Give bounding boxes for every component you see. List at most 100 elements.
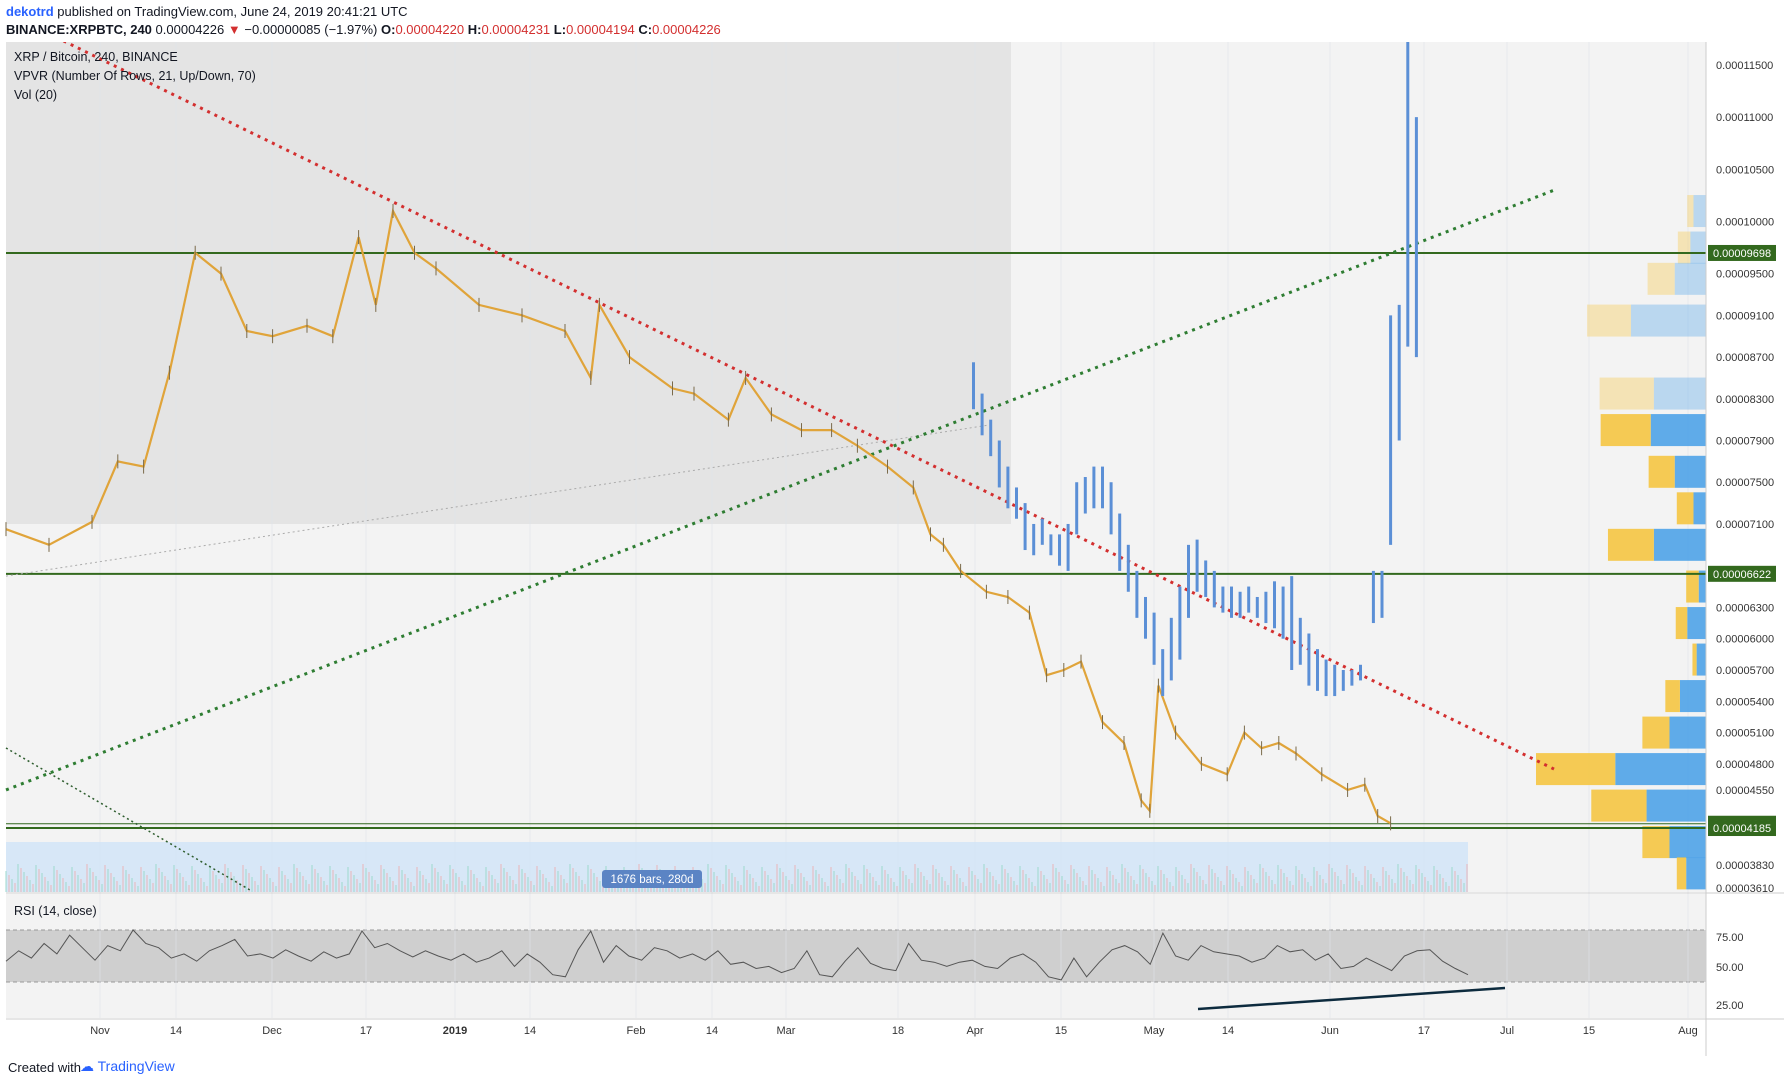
vpvr-down-bar xyxy=(1676,492,1694,525)
rsi-legend[interactable]: RSI (14, close) xyxy=(14,904,97,918)
vpvr-up-bar xyxy=(1687,607,1706,640)
vpvr-up-bar xyxy=(1686,857,1706,890)
price-tick-label: 0.00008700 xyxy=(1716,352,1774,364)
bars-count-text: 1676 bars, 280d xyxy=(610,874,693,886)
price-tick-label: 0.00004550 xyxy=(1716,785,1774,797)
vpvr-down-bar xyxy=(1536,753,1616,786)
vpvr-down-bar xyxy=(1692,643,1697,676)
vpvr-up-bar xyxy=(1669,716,1706,749)
time-tick-label: Feb xyxy=(627,1025,646,1037)
footer: Created with ☁ TradingView xyxy=(0,1056,1784,1081)
open-value: 0.00004220 xyxy=(395,22,465,37)
rsi-tick-label: 50.00 xyxy=(1716,962,1744,974)
time-tick-label: May xyxy=(1144,1025,1165,1037)
price-tick-label: 0.00008300 xyxy=(1716,394,1774,406)
time-tick-label: Jun xyxy=(1321,1025,1339,1037)
vpvr-up-bar xyxy=(1653,377,1706,410)
vpvr-down-bar xyxy=(1642,716,1670,749)
low-value: 0.00004194 xyxy=(566,22,635,37)
vpvr-down-bar xyxy=(1648,455,1675,488)
price-tick-label: 0.00006000 xyxy=(1716,634,1774,646)
vpvr-up-bar xyxy=(1690,231,1706,264)
price-label-box xyxy=(1708,244,1776,261)
vpvr-legend[interactable]: VPVR (Number Of Rows, 21, Up/Down, 70) xyxy=(14,69,256,83)
time-tick-label: Apr xyxy=(966,1025,983,1037)
vpvr-up-bar xyxy=(1698,570,1706,603)
price-tick-label: 0.00005700 xyxy=(1716,665,1774,677)
time-tick-label: 14 xyxy=(524,1025,536,1037)
price-label-text: 0.00009698 xyxy=(1713,248,1771,260)
published-text: published on TradingView.com, June 24, 2… xyxy=(57,4,408,19)
time-tick-label: Aug xyxy=(1678,1025,1698,1037)
low-label: L: xyxy=(553,22,567,37)
time-tick-label: 17 xyxy=(360,1025,372,1037)
close-label: C: xyxy=(638,22,653,37)
price-label-text: 0.00006622 xyxy=(1713,569,1771,581)
grey-trendline xyxy=(5,424,991,577)
time-tick-label: Mar xyxy=(777,1025,796,1037)
vpvr-down-bar xyxy=(1676,857,1687,890)
vpvr-down-bar xyxy=(1687,195,1694,228)
price-tick-label: 0.00009100 xyxy=(1716,310,1774,322)
time-tick-label: 18 xyxy=(892,1025,904,1037)
time-tick-label: Jul xyxy=(1500,1025,1514,1037)
price-tick-label: 0.00011500 xyxy=(1716,60,1773,72)
open-label: O: xyxy=(380,22,396,37)
high-value: 0.00004231 xyxy=(481,22,551,37)
vpvr-up-bar xyxy=(1669,826,1706,859)
chart-header: dekotrd published on TradingView.com, Ju… xyxy=(0,0,1784,42)
vpvr-down-bar xyxy=(1599,377,1654,410)
price-tick-label: 0.00011000 xyxy=(1716,112,1773,124)
vpvr-down-bar xyxy=(1665,680,1680,713)
vpvr-up-bar xyxy=(1696,643,1706,676)
time-tick-label: Dec xyxy=(262,1025,282,1037)
time-tick-label: 14 xyxy=(1222,1025,1234,1037)
price-tick-label: 0.00005400 xyxy=(1716,696,1774,708)
vol-legend[interactable]: Vol (20) xyxy=(14,88,58,102)
price-tick-label: 0.00007100 xyxy=(1716,519,1774,531)
ohlc-line: BINANCE:XRPBTC, 240 0.00004226 ▼ −0.0000… xyxy=(6,22,721,37)
vpvr-down-bar xyxy=(1686,570,1699,603)
vpvr-up-bar xyxy=(1693,492,1706,525)
vpvr-up-bar xyxy=(1646,789,1706,822)
price-tick-label: 0.00003830 xyxy=(1716,860,1774,872)
rsi-tick-label: 75.00 xyxy=(1716,932,1744,944)
vpvr-up-bar xyxy=(1653,528,1706,561)
volume-profile-band xyxy=(6,842,1468,892)
price-tick-label: 0.00010000 xyxy=(1716,216,1774,228)
vpvr-up-bar xyxy=(1679,680,1706,713)
rsi-tick-label: 25.00 xyxy=(1716,1000,1744,1012)
tradingview-logo[interactable]: ☁ TradingView xyxy=(80,1058,175,1074)
author-link[interactable]: dekotrd xyxy=(6,4,54,19)
rsi-line xyxy=(5,929,1469,981)
vpvr-up-bar xyxy=(1650,414,1706,447)
close-value: 0.00004226 xyxy=(652,22,721,37)
time-tick-label: 14 xyxy=(170,1025,182,1037)
rsi-support-line xyxy=(1197,986,1506,1011)
symbol-legend[interactable]: XRP / Bitcoin, 240, BINANCE xyxy=(14,50,178,64)
price-tick-label: 0.00004800 xyxy=(1716,759,1774,771)
vpvr-down-bar xyxy=(1607,528,1654,561)
rsi-band-bg xyxy=(6,930,1706,982)
time-tick-label: Nov xyxy=(90,1025,110,1037)
time-tick-label: 15 xyxy=(1055,1025,1067,1037)
time-tick-label: 14 xyxy=(706,1025,718,1037)
change-text: −0.00000085 (−1.97%) xyxy=(244,22,378,37)
bars-count-badge xyxy=(602,870,702,888)
price-tick-label: 0.00006300 xyxy=(1716,602,1774,614)
vpvr-up-bar xyxy=(1615,753,1706,786)
dark-trendline xyxy=(5,747,251,891)
price-tick-label: 0.00003610 xyxy=(1716,883,1774,895)
price-tick-label: 0.00007900 xyxy=(1716,436,1774,448)
vpvr-down-bar xyxy=(1677,231,1691,264)
vpvr-up-bar xyxy=(1630,304,1706,337)
vpvr-down-bar xyxy=(1647,262,1675,295)
publish-info: dekotrd published on TradingView.com, Ju… xyxy=(6,4,408,19)
vpvr-down-bar xyxy=(1600,414,1651,447)
price-tick-label: 0.00005100 xyxy=(1716,728,1774,740)
chart-canvas[interactable]: 0.00011500 0.00011000 0.00010500 0.00010000… xyxy=(0,42,1784,1056)
price-label-box xyxy=(1708,820,1776,837)
time-tick-label: 17 xyxy=(1418,1025,1430,1037)
time-tick-label: 2019 xyxy=(443,1025,467,1037)
time-tick-label: 15 xyxy=(1583,1025,1595,1037)
